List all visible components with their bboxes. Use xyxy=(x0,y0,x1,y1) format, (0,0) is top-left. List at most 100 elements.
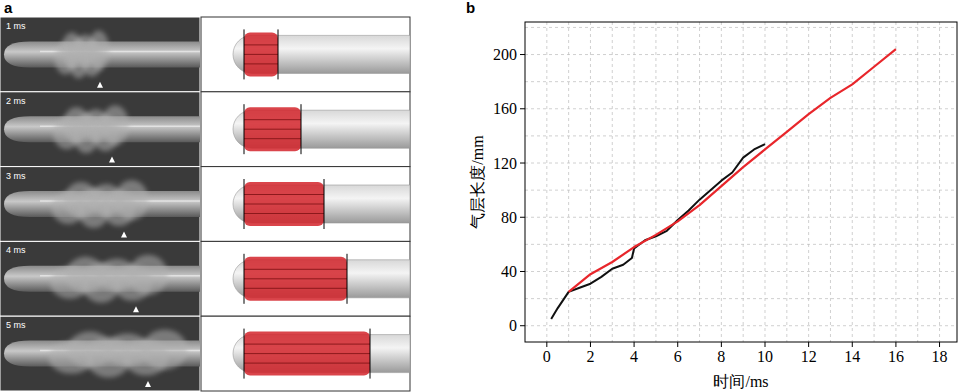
tick-label: 14 xyxy=(844,348,860,365)
tick xyxy=(808,342,809,347)
cavity-line xyxy=(244,204,324,205)
cavity-line xyxy=(244,138,301,139)
cavity xyxy=(244,32,278,76)
grid-line xyxy=(525,108,957,109)
tick-label: 120 xyxy=(493,155,517,172)
plot-data xyxy=(551,49,896,319)
minor-grid xyxy=(917,22,918,342)
cavity-edge xyxy=(278,29,279,79)
axes: 02468101214161804080120160200时间/ms气层长度/m… xyxy=(469,46,948,390)
frame-time: 4 ms xyxy=(6,245,26,255)
cavity xyxy=(244,107,301,151)
photo xyxy=(0,241,200,316)
cavity-edge xyxy=(347,254,348,304)
cavity-line xyxy=(244,54,278,55)
cavity-line xyxy=(244,44,278,45)
cloud xyxy=(115,180,148,220)
simulation xyxy=(201,241,410,316)
photo xyxy=(0,167,200,242)
panel-label: b xyxy=(466,0,475,16)
frame-row: 4 ms xyxy=(0,241,410,316)
tick xyxy=(520,108,525,109)
marker-triangle xyxy=(121,231,127,237)
cavity-edge xyxy=(244,104,245,154)
tick-label: 80 xyxy=(501,209,517,226)
tick-label: 0 xyxy=(509,317,517,334)
tick-label: 160 xyxy=(493,100,517,117)
grid-line xyxy=(525,325,957,326)
tick xyxy=(520,271,525,272)
minor-grid xyxy=(699,22,700,342)
tick xyxy=(677,342,678,347)
grid-line xyxy=(677,22,678,342)
cavity-line xyxy=(244,278,347,279)
tick-label: 12 xyxy=(801,348,817,365)
simulation xyxy=(201,316,410,391)
tick xyxy=(520,54,525,55)
frame-time: 2 ms xyxy=(6,96,26,106)
simulation xyxy=(201,167,410,242)
cavity-edge xyxy=(244,329,245,379)
figure: ab1 ms2 ms3 ms4 ms5 ms024681012141618040… xyxy=(0,0,971,392)
minor-grid xyxy=(874,22,875,342)
grid-line xyxy=(808,22,809,342)
marker-triangle xyxy=(133,306,139,312)
cavity-edge xyxy=(244,179,245,229)
cavity xyxy=(244,257,347,301)
grid-line xyxy=(895,22,896,342)
tick-label: 6 xyxy=(674,348,682,365)
cavity-line xyxy=(244,194,324,195)
tick xyxy=(765,342,766,347)
grid-line xyxy=(939,22,940,342)
axis-title: 气层长度/mm xyxy=(469,135,486,229)
tick-label: 10 xyxy=(757,348,773,365)
cavity-edge xyxy=(244,29,245,79)
minor-grid xyxy=(786,22,787,342)
tick xyxy=(721,342,722,347)
axis-title: 时间/ms xyxy=(713,373,768,390)
cloud xyxy=(88,30,109,70)
plot-frame xyxy=(525,22,957,342)
minor-grid xyxy=(525,27,957,28)
marker-triangle xyxy=(97,82,103,88)
minor-grid xyxy=(525,135,957,136)
cavity-line xyxy=(244,63,278,64)
cavity-line xyxy=(244,129,301,130)
minor-grid xyxy=(525,298,957,299)
tick-label: 4 xyxy=(630,348,638,365)
tick-label: 200 xyxy=(493,46,517,63)
cavity-line xyxy=(244,213,324,214)
frame-time: 5 ms xyxy=(6,320,26,330)
minor-grid xyxy=(743,22,744,342)
minor-grid xyxy=(525,81,957,82)
tick xyxy=(895,342,896,347)
tick-label: 18 xyxy=(932,348,948,365)
tick xyxy=(590,342,591,347)
grid xyxy=(525,22,957,342)
cavity xyxy=(244,182,324,226)
cavity-edge xyxy=(301,104,302,154)
minor-grid xyxy=(612,22,613,342)
cavity-line xyxy=(244,353,370,354)
tick-label: 8 xyxy=(717,348,725,365)
cavity-line xyxy=(244,344,370,345)
cavity-edge xyxy=(324,179,325,229)
grid-line xyxy=(525,54,957,55)
grid-line xyxy=(525,217,957,218)
cavity-line xyxy=(244,119,301,120)
cavity xyxy=(244,332,370,376)
frame-row: 3 ms xyxy=(0,167,410,242)
marker-triangle xyxy=(145,381,151,387)
minor-grid xyxy=(525,190,957,191)
tick-label: 16 xyxy=(888,348,904,365)
tick-label: 0 xyxy=(543,348,551,365)
series-line xyxy=(551,144,765,319)
grid-line xyxy=(634,22,635,342)
cavity-line xyxy=(244,288,347,289)
tick xyxy=(520,217,525,218)
simulation xyxy=(201,17,410,92)
tick xyxy=(852,342,853,347)
tick xyxy=(546,342,547,347)
cloud xyxy=(142,330,187,370)
tick xyxy=(634,342,635,347)
